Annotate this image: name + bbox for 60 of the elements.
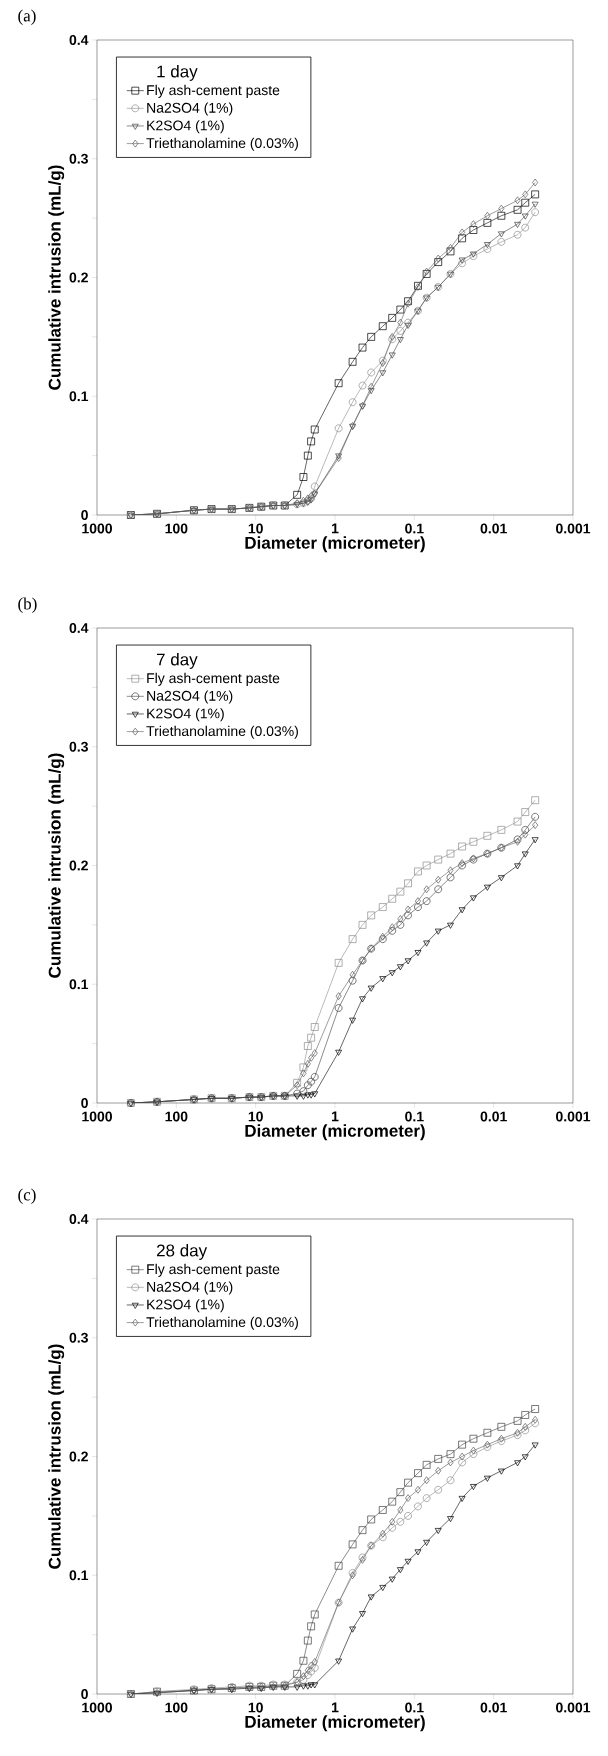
x-tick-label: 1 bbox=[331, 1702, 339, 1713]
legend-label: Triethanolamine (0.03%) bbox=[146, 1316, 298, 1330]
legend-label: Triethanolamine (0.03%) bbox=[146, 137, 298, 151]
x-tick-label: 0.1 bbox=[405, 523, 424, 534]
x-tick-label: 0.1 bbox=[405, 1111, 424, 1122]
x-tick-label: 1000 bbox=[82, 1702, 112, 1713]
legend-label: K2SO4 (1%) bbox=[147, 708, 224, 722]
legend-label: Triethanolamine (0.03%) bbox=[146, 725, 298, 739]
legend-title: 1 day bbox=[157, 65, 198, 81]
x-axis-title: Diameter (micrometer) bbox=[245, 1715, 425, 1732]
y-axis-title: Cumulative intrusion (mL/g) bbox=[48, 165, 65, 390]
y-tick-label: 0.4 bbox=[69, 623, 89, 633]
y-tick-label: 0.3 bbox=[69, 741, 88, 752]
y-tick-label: 0.1 bbox=[69, 1570, 89, 1581]
legend-label: Fly ash-cement paste bbox=[147, 1263, 280, 1277]
y-tick-label: 0.4 bbox=[69, 1214, 89, 1224]
y-axis-title: Cumulative intrusion (mL/g) bbox=[48, 753, 65, 978]
chart-title: (b) bbox=[18, 597, 37, 613]
x-tick-label: 0.001 bbox=[556, 1111, 591, 1122]
chart-title: (a) bbox=[18, 9, 36, 25]
x-tick-label: 100 bbox=[165, 1111, 188, 1122]
y-tick-label: 0.3 bbox=[69, 1332, 88, 1343]
x-axis-title: Diameter (micrometer) bbox=[245, 1124, 425, 1141]
y-tick-label: 0.4 bbox=[69, 35, 89, 45]
legend-label: Na2SO4 (1%) bbox=[147, 102, 233, 116]
legend-label: Na2SO4 (1%) bbox=[147, 1281, 233, 1295]
x-tick-label: 0.001 bbox=[556, 523, 591, 534]
legend-label: Fly ash-cement paste bbox=[147, 672, 280, 686]
x-tick-label: 100 bbox=[165, 523, 188, 534]
y-tick-label: 0 bbox=[81, 1689, 88, 1699]
y-tick-label: 0 bbox=[81, 510, 88, 520]
x-tick-label: 0.1 bbox=[405, 1702, 424, 1713]
y-tick-label: 0.1 bbox=[69, 979, 89, 990]
x-tick-label: 1 bbox=[331, 1111, 339, 1122]
y-tick-label: 0.1 bbox=[69, 391, 89, 402]
legend-label: K2SO4 (1%) bbox=[147, 1299, 224, 1313]
x-tick-label: 10 bbox=[248, 1702, 263, 1713]
x-tick-label: 1 bbox=[331, 523, 339, 534]
y-axis-title: Cumulative intrusion (mL/g) bbox=[48, 1344, 65, 1569]
x-axis-title: Diameter (micrometer) bbox=[245, 536, 425, 553]
chart-title: (c) bbox=[18, 1188, 36, 1204]
x-tick-label: 0.01 bbox=[480, 1702, 507, 1713]
x-tick-label: 100 bbox=[165, 1702, 188, 1713]
x-tick-label: 0.001 bbox=[556, 1702, 591, 1713]
x-tick-label: 0.01 bbox=[480, 1111, 507, 1122]
y-tick-label: 0.2 bbox=[69, 860, 88, 871]
legend-label: Na2SO4 (1%) bbox=[147, 690, 233, 704]
y-tick-label: 0.2 bbox=[69, 1451, 88, 1462]
y-tick-label: 0.2 bbox=[69, 272, 88, 283]
x-tick-label: 10 bbox=[248, 1111, 263, 1122]
x-tick-label: 1000 bbox=[82, 1111, 112, 1122]
legend-title: 7 day bbox=[156, 653, 198, 669]
y-tick-label: 0 bbox=[81, 1098, 88, 1108]
legend-label: Fly ash-cement paste bbox=[147, 84, 280, 98]
y-tick-label: 0.3 bbox=[69, 153, 88, 164]
legend-title: 28 day bbox=[156, 1244, 208, 1260]
x-tick-label: 1000 bbox=[82, 523, 112, 534]
legend-label: K2SO4 (1%) bbox=[147, 120, 224, 134]
x-tick-label: 10 bbox=[248, 523, 263, 534]
x-tick-label: 0.01 bbox=[480, 523, 507, 534]
